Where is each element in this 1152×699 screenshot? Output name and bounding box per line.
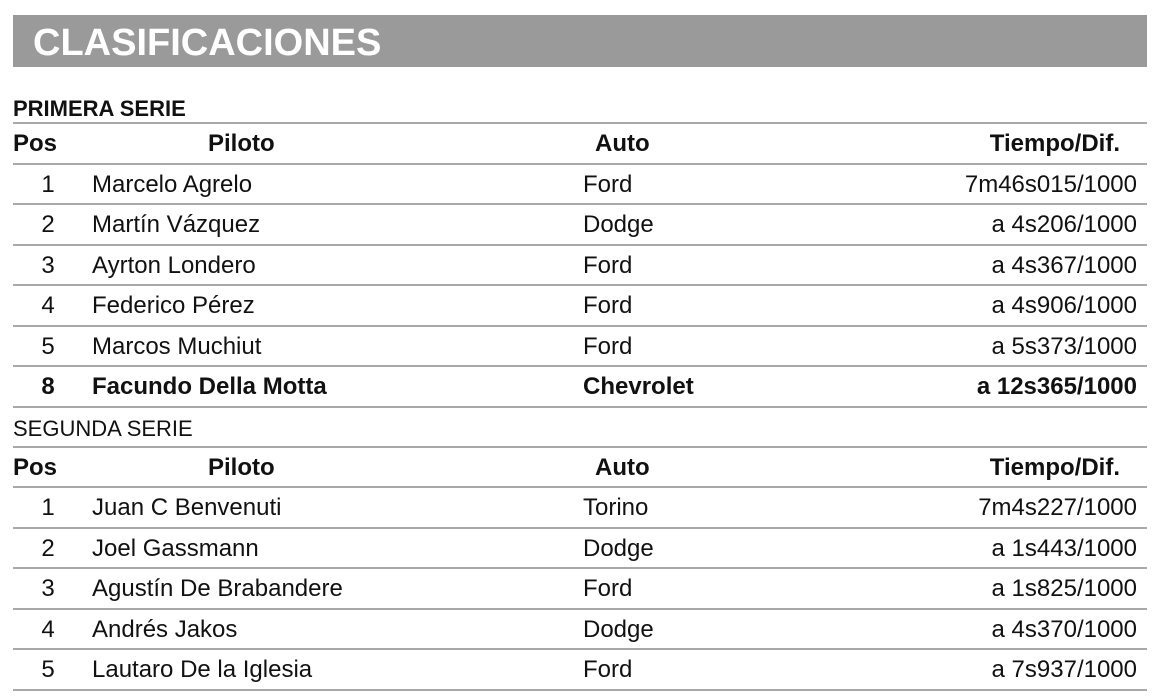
cell-piloto: Martín Vázquez	[92, 211, 261, 238]
header-pos: Pos	[13, 130, 58, 157]
table-row: 1 Juan C Benvenuti Torino 7m4s227/1000	[13, 488, 1147, 529]
cell-piloto: Facundo Della Motta	[92, 373, 327, 400]
cell-pos: 2	[41, 211, 55, 238]
cell-auto: Ford	[583, 656, 633, 683]
cell-tiempo: a 1s443/1000	[991, 534, 1137, 562]
cell-tiempo: a 7s937/1000	[991, 656, 1137, 683]
cell-auto: Ford	[583, 251, 633, 279]
cell-tiempo: a 4s370/1000	[991, 615, 1137, 643]
cell-piloto: Marcos Muchiut	[92, 332, 262, 360]
table-row: 3 Agustín De Brabandere Ford a 1s825/1000	[13, 569, 1147, 610]
header-tiempo: Tiempo/Dif.	[989, 453, 1120, 481]
cell-piloto: Lautaro De la Iglesia	[92, 656, 313, 683]
cell-pos: 2	[41, 534, 55, 562]
table-header: Pos Piloto Auto Tiempo/Dif.	[13, 448, 1147, 488]
table-row: 1 Marcelo Agrelo Ford 7m46s015/1000	[13, 165, 1147, 205]
classification-panel: CLASIFICACIONES PRIMERA SERIE Pos Piloto Au…	[13, 15, 1147, 691]
cell-pos: 3	[41, 251, 55, 279]
cell-tiempo: a 4s367/1000	[991, 251, 1137, 279]
cell-tiempo: a 4s906/1000	[991, 292, 1137, 319]
cell-auto: Ford	[583, 170, 633, 198]
cell-tiempo: 7m46s015/1000	[964, 170, 1137, 198]
cell-tiempo: a 1s825/1000	[991, 575, 1137, 602]
cell-piloto: Ayrton Londero	[92, 251, 256, 279]
cell-tiempo: a 5s373/1000	[991, 332, 1137, 360]
cell-piloto: Juan C Benvenuti	[92, 494, 282, 521]
series-title: PRIMERA SERIE	[13, 84, 1147, 124]
cell-piloto: Joel Gassmann	[92, 534, 259, 562]
cell-pos: 3	[41, 575, 55, 602]
cell-tiempo: a 12s365/1000	[976, 373, 1137, 400]
cell-pos: 4	[41, 292, 55, 319]
header-pos: Pos	[13, 453, 58, 481]
header-auto: Auto	[595, 453, 650, 481]
cell-pos: 5	[41, 656, 55, 683]
table-row: 5 Lautaro De la Iglesia Ford a 7s937/1000	[13, 650, 1147, 691]
cell-piloto: Agustín De Brabandere	[92, 575, 343, 602]
table-row: 2 Martín Vázquez Dodge a 4s206/1000	[13, 205, 1147, 246]
header-auto: Auto	[595, 130, 650, 157]
cell-piloto: Andrés Jakos	[92, 615, 238, 643]
cell-auto: Ford	[583, 332, 633, 360]
table-row: 2 Joel Gassmann Dodge a 1s443/1000	[13, 529, 1147, 569]
cell-pos: 1	[41, 494, 55, 521]
cell-piloto: Marcelo Agrelo	[92, 170, 253, 198]
header-tiempo: Tiempo/Dif.	[989, 130, 1120, 157]
cell-tiempo: a 4s206/1000	[991, 211, 1137, 238]
cell-auto: Dodge	[583, 534, 654, 562]
cell-auto: Ford	[583, 575, 633, 602]
cell-auto: Chevrolet	[583, 373, 694, 400]
cell-auto: Dodge	[583, 615, 654, 643]
cell-auto: Ford	[583, 292, 633, 319]
table-row: 4 Andrés Jakos Dodge a 4s370/1000	[13, 610, 1147, 650]
table-row: 4 Federico Pérez Ford a 4s906/1000	[13, 286, 1147, 327]
cell-piloto: Federico Pérez	[92, 292, 255, 319]
page-title: CLASIFICACIONES	[13, 15, 1147, 67]
table-row: 8 Facundo Della Motta Chevrolet a 12s365/10…	[13, 367, 1147, 408]
cell-pos: 4	[41, 615, 55, 643]
table-row: 5 Marcos Muchiut Ford a 5s373/1000	[13, 327, 1147, 367]
cell-auto: Torino	[583, 494, 649, 521]
cell-tiempo: 7m4s227/1000	[978, 494, 1137, 521]
cell-pos: 5	[41, 332, 55, 360]
table-row: 3 Ayrton Londero Ford a 4s367/1000	[13, 246, 1147, 286]
header-piloto: Piloto	[208, 453, 275, 481]
cell-pos: 8	[41, 373, 55, 400]
header-piloto: Piloto	[208, 130, 275, 157]
cell-auto: Dodge	[583, 211, 654, 238]
series-title: SEGUNDA SERIE	[13, 408, 1147, 448]
cell-pos: 1	[41, 170, 55, 198]
table-header: Pos Piloto Auto Tiempo/Dif.	[13, 124, 1147, 165]
